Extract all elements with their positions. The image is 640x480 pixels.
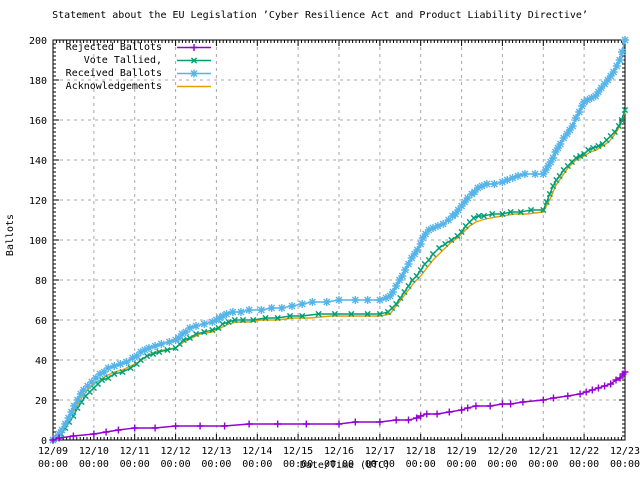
x-tick-label-time: 00:00	[161, 459, 191, 470]
x-tick-label-time: 00:00	[324, 459, 354, 470]
y-tick-label: 160	[29, 116, 47, 127]
legend-item-received-ballots: Received Ballots	[50, 67, 212, 80]
x-tick-label-time: 00:00	[487, 459, 517, 470]
x-tick-label-time: 00:00	[242, 459, 272, 470]
x-tick-label-date: 12/17	[365, 446, 395, 457]
y-axis-title: Ballots	[5, 213, 16, 257]
series-acknowledgements	[52, 111, 626, 441]
legend-marker	[190, 69, 198, 78]
legend-label: Received Ballots	[65, 68, 162, 79]
y-tick-label: 200	[29, 36, 47, 47]
x-tick-label-date: 12/13	[201, 446, 231, 457]
x-tick-label-time: 00:00	[447, 459, 477, 470]
legend: Rejected Ballots Vote Tallied, Received …	[50, 41, 212, 93]
x-tick-label-time: 00:00	[569, 459, 599, 470]
x-tick-label-time: 00:00	[610, 459, 640, 470]
x-tick-label-date: 12/22	[569, 446, 599, 457]
legend-item-rejected-ballots: Rejected Ballots	[50, 41, 212, 54]
y-tick-label: 60	[35, 316, 47, 327]
y-tick-label: 80	[35, 276, 47, 287]
x-tick-label-date: 12/16	[324, 446, 354, 457]
x-tick-label-date: 12/21	[528, 446, 558, 457]
x-tick-label-date: 12/10	[79, 446, 109, 457]
y-tick-label: 20	[35, 396, 47, 407]
legend-sample-line	[177, 69, 211, 78]
series-rejected-ballots	[49, 368, 629, 444]
x-tick-label-date: 12/15	[283, 446, 313, 457]
x-tick-label-date: 12/18	[406, 446, 436, 457]
x-tick-label-time: 00:00	[365, 459, 395, 470]
chart-title: Statement about the EU Legislation ’Cybe…	[52, 10, 588, 21]
series-markers	[49, 368, 629, 444]
y-tick-label: 140	[29, 156, 47, 167]
series-line	[52, 111, 626, 441]
x-tick-label-time: 00:00	[38, 459, 68, 470]
legend-label: Acknowledgements	[65, 81, 162, 92]
x-tick-label-date: 12/14	[242, 446, 272, 457]
x-tick-label-date: 12/19	[447, 446, 477, 457]
legend-sample-line	[177, 57, 211, 64]
x-tick-label-time: 00:00	[406, 459, 436, 470]
gridlines	[53, 40, 625, 440]
x-tick-label-date: 12/12	[161, 446, 191, 457]
legend-marker	[190, 57, 198, 64]
x-tick-label-time: 00:00	[201, 459, 231, 470]
legend-label: Vote Tallied,	[83, 55, 162, 66]
x-tick-label-date: 12/20	[487, 446, 517, 457]
x-tick-label-time: 00:00	[120, 459, 150, 470]
x-tick-label-date: 12/23	[610, 446, 640, 457]
y-tick-label: 0	[41, 436, 47, 447]
y-tick-label: 40	[35, 356, 47, 367]
legend-sample-line	[177, 44, 211, 51]
plot-border	[52, 39, 626, 441]
y-tick-label: 120	[29, 196, 47, 207]
x-tick-label-time: 00:00	[528, 459, 558, 470]
y-tick-label: 100	[29, 236, 47, 247]
legend-sample-line	[177, 85, 211, 88]
x-tick-label-date: 12/09	[38, 446, 68, 457]
y-tick-label: 180	[29, 76, 47, 87]
legend-item-vote-tallied: Vote Tallied,	[50, 54, 212, 67]
legend-marker	[190, 44, 198, 51]
x-tick-label-time: 00:00	[79, 459, 109, 470]
x-tick-label-time: 00:00	[283, 459, 313, 470]
x-axis-title: Date/Time (UTC)	[299, 460, 391, 471]
x-tick-label-date: 12/11	[120, 446, 150, 457]
legend-label: Rejected Ballots	[65, 42, 162, 53]
legend-item-acknowledgements: Acknowledgements	[50, 80, 212, 93]
